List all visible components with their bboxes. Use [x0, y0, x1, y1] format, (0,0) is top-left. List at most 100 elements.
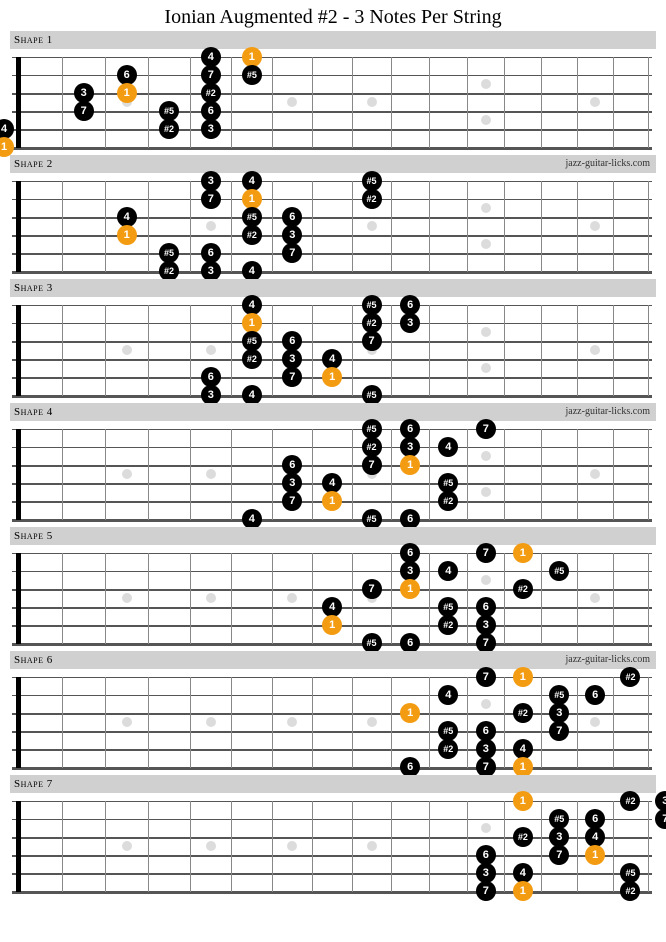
fret-line — [312, 429, 313, 520]
root-note-dot: 1 — [513, 791, 533, 811]
note-dot: 6 — [282, 331, 302, 351]
string-line — [12, 553, 652, 554]
fret-line — [148, 801, 149, 892]
inlay-dot — [481, 699, 491, 709]
fret-line — [190, 305, 191, 396]
note-dot: 3 — [201, 119, 221, 139]
fretboard: 67134#571#24#561#23#567 — [12, 545, 652, 649]
string-line — [12, 253, 652, 255]
string-line — [12, 447, 652, 448]
fret-line — [504, 181, 505, 272]
note-dot: #5 — [438, 721, 458, 741]
fret-line — [648, 57, 649, 148]
note-dot: #2 — [362, 189, 382, 209]
string-line — [12, 75, 652, 76]
fret-line — [391, 553, 392, 644]
shape-block: Shape 4jazz-guitar-licks.com#567#2346713… — [10, 403, 656, 525]
fret-line — [391, 429, 392, 520]
note-dot: #2 — [438, 739, 458, 759]
note-dot: #2 — [438, 615, 458, 635]
fret-line — [272, 801, 273, 892]
inlay-dot — [367, 97, 377, 107]
fret-line — [352, 801, 353, 892]
note-dot: 3 — [282, 473, 302, 493]
note-dot: #2 — [620, 791, 640, 811]
inlay-dot — [122, 593, 132, 603]
note-dot: 3 — [400, 313, 420, 333]
root-note-dot: 1 — [117, 225, 137, 245]
fret-line — [105, 429, 106, 520]
note-dot: 6 — [400, 633, 420, 653]
inlay-dot — [481, 79, 491, 89]
string-line — [12, 147, 652, 150]
root-note-dot: 1 — [400, 703, 420, 723]
shape-header: Shape 6jazz-guitar-licks.com — [10, 651, 656, 669]
note-dot: 4 — [513, 863, 533, 883]
fret-line — [148, 305, 149, 396]
root-note-dot: 1 — [322, 491, 342, 511]
note-dot: #5 — [362, 509, 382, 529]
fret-line — [62, 181, 63, 272]
shape-header: Shape 1 — [10, 31, 656, 49]
note-dot: 7 — [282, 367, 302, 387]
fret-line — [541, 429, 542, 520]
fret-line — [352, 181, 353, 272]
root-note-dot: 1 — [322, 615, 342, 635]
fret-line — [577, 553, 578, 644]
shape-block: Shape 34#561#23#567#23467134#5 — [10, 279, 656, 401]
fret-line — [391, 57, 392, 148]
note-dot: 6 — [201, 243, 221, 263]
fret-line — [231, 677, 232, 768]
fret-line — [391, 677, 392, 768]
fret-line — [105, 181, 106, 272]
note-dot: 6 — [476, 597, 496, 617]
root-note-dot: 1 — [117, 83, 137, 103]
note-dot: 7 — [655, 809, 666, 829]
fret-line — [231, 57, 232, 148]
fret-line — [648, 801, 649, 892]
string-line — [12, 395, 652, 398]
fret-line — [62, 429, 63, 520]
fret-line — [231, 305, 232, 396]
root-note-dot: 1 — [513, 543, 533, 563]
fret-line — [541, 801, 542, 892]
fret-line — [648, 429, 649, 520]
note-dot: #2 — [201, 83, 221, 103]
fret-line — [105, 57, 106, 148]
note-dot: 7 — [282, 243, 302, 263]
fret-line — [541, 57, 542, 148]
root-note-dot: 1 — [242, 313, 262, 333]
nut — [16, 57, 21, 148]
fret-line — [352, 429, 353, 520]
fret-line — [577, 677, 578, 768]
shape-label: Shape 1 — [14, 34, 53, 46]
shapes-container: Shape 14167#531#27#564#231Shape 2jazz-gu… — [10, 31, 656, 897]
root-note-dot: 1 — [242, 47, 262, 67]
note-dot: 3 — [549, 827, 569, 847]
note-dot: 6 — [476, 721, 496, 741]
fret-line — [391, 305, 392, 396]
fret-line — [272, 553, 273, 644]
fret-line — [105, 677, 106, 768]
inlay-dot — [122, 345, 132, 355]
root-note-dot: 1 — [0, 137, 14, 157]
fret-line — [613, 553, 614, 644]
fret-line — [504, 57, 505, 148]
note-dot: 4 — [322, 597, 342, 617]
fret-line — [429, 553, 430, 644]
fret-line — [613, 181, 614, 272]
fret-line — [352, 305, 353, 396]
string-line — [12, 111, 652, 113]
note-dot: 4 — [438, 685, 458, 705]
root-note-dot: 1 — [400, 455, 420, 475]
note-dot: 4 — [322, 473, 342, 493]
note-dot: #2 — [513, 703, 533, 723]
shape-header: Shape 2jazz-guitar-licks.com — [10, 155, 656, 173]
root-note-dot: 1 — [585, 845, 605, 865]
note-dot: 7 — [476, 633, 496, 653]
fret-line — [312, 57, 313, 148]
note-dot: #5 — [242, 331, 262, 351]
inlay-dot — [206, 593, 216, 603]
fret-line — [504, 801, 505, 892]
note-dot: 4 — [513, 739, 533, 759]
